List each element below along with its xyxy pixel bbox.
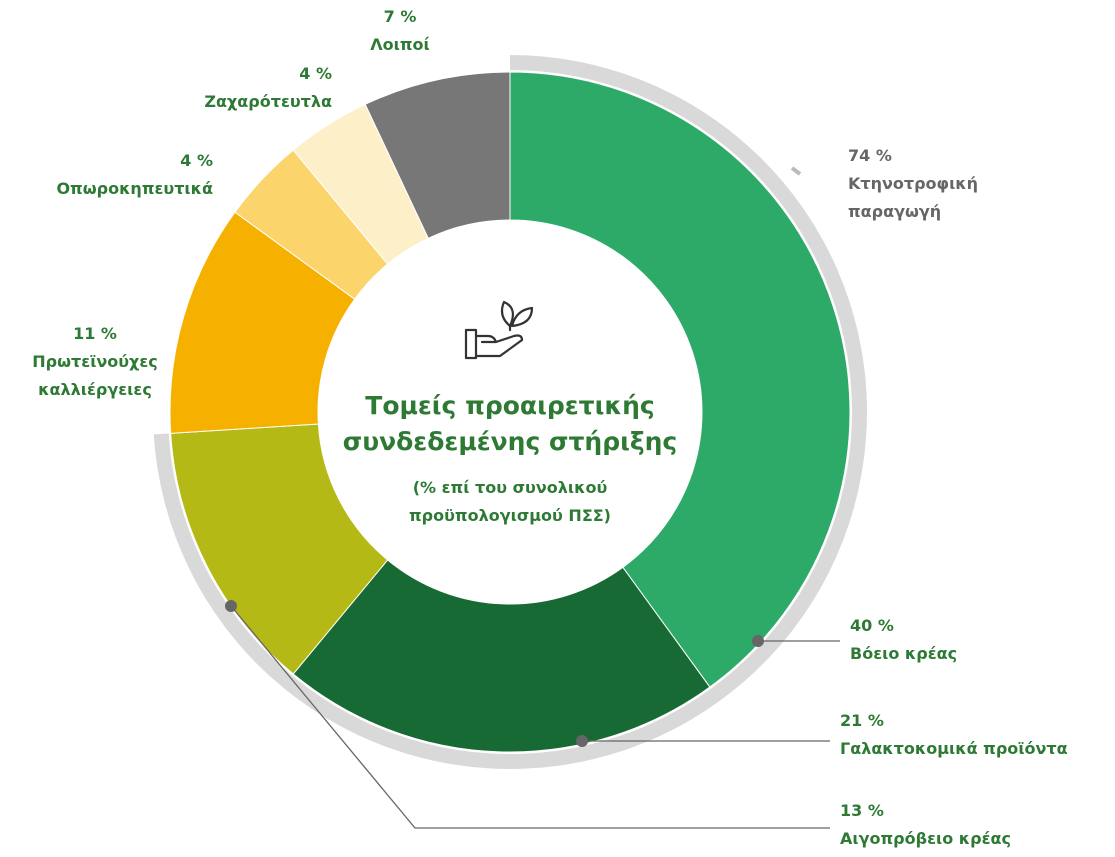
value-label: 40 % — [850, 616, 894, 635]
segment-label: 40 % Βόειο κρέας — [850, 612, 1050, 668]
value-label: 21 % — [840, 711, 884, 730]
leader-line — [790, 166, 802, 176]
center-circle — [318, 220, 702, 604]
category-label: Αιγοπρόβειο κρέας — [840, 829, 1011, 848]
leader-dot — [225, 600, 237, 612]
outer-label: 74 % Κτηνοτροφική παραγωγή — [848, 142, 998, 226]
segment-label: 13 % Αιγοπρόβειο κρέας — [840, 797, 1080, 853]
leader-dot — [576, 735, 588, 747]
value-label: 74 % — [848, 146, 892, 165]
value-label: 4 % — [180, 151, 213, 170]
subtitle-line: (% επί του συνολικού — [412, 478, 608, 497]
category-label: Οπωροκηπευτικά — [56, 179, 213, 198]
donut-segment — [364, 71, 511, 239]
category-label: Πρωτεϊνούχες καλλιέργειες — [32, 352, 158, 399]
icon — [464, 300, 534, 360]
value-label: 7 % — [383, 7, 417, 26]
segment-label: 4 % Ζαχαρότευτλα — [100, 60, 332, 116]
segment-label: 4 % Οπωροκηπευτικά — [10, 147, 213, 203]
title-line: συνδεδεμένης στήριξης — [342, 427, 678, 456]
category-label: Λοιποί — [370, 35, 430, 54]
category-label: Κτηνοτροφική παραγωγή — [848, 174, 979, 221]
value-label: 13 % — [840, 801, 884, 820]
leader-dot — [752, 635, 764, 647]
subtitle-line: προϋπολογισμού ΠΣΣ) — [409, 506, 611, 525]
category-label: Ζαχαρότευτλα — [204, 92, 332, 111]
value-label: 4 % — [299, 64, 332, 83]
category-label: Βόειο κρέας — [850, 644, 958, 663]
title-line: Τομείς προαιρετικής — [365, 391, 655, 420]
segment-label: 21 % Γαλακτοκομικά προϊόντα — [840, 707, 1115, 763]
value-label: 11 % — [73, 324, 117, 343]
leader-line — [230, 605, 830, 829]
category-label: Γαλακτοκομικά προϊόντα — [840, 739, 1068, 758]
subtitle: (% επί του συνολικού προϋπολογισμού ΠΣΣ) — [320, 474, 700, 530]
title: Τομείς προαιρετικής συνδεδεμένης στήριξη… — [320, 388, 700, 460]
segment-label: 11 % Πρωτεϊνούχες καλλιέργειες — [10, 320, 180, 404]
segment-label: 7 % Λοιποί — [330, 3, 470, 59]
